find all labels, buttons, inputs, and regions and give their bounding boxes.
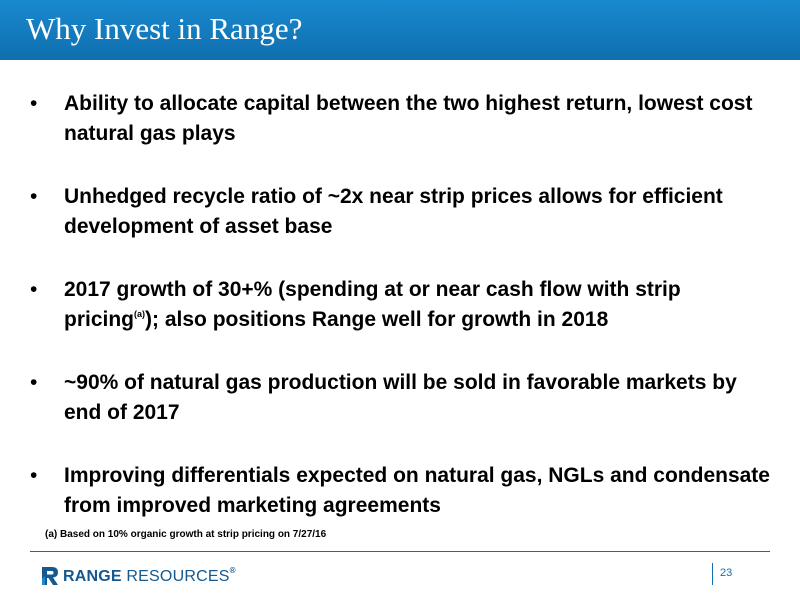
page-number: 23 <box>720 567 733 579</box>
bullet-item: • 2017 growth of 30+% (spending at or ne… <box>0 275 800 368</box>
logo-word-range: RANGE <box>63 568 122 585</box>
bullet-text: Improving differentials expected on natu… <box>64 464 770 517</box>
logo-wordmark: RANGE RESOURCES® <box>63 566 236 586</box>
bullet-marker: • <box>30 185 38 208</box>
range-r-logo-icon <box>40 566 60 586</box>
bullet-marker: • <box>30 278 38 301</box>
bullet-text-part: ); also positions Range well for growth … <box>145 308 609 331</box>
bullet-marker: • <box>30 92 38 115</box>
registered-mark: ® <box>229 566 236 575</box>
company-logo: RANGE RESOURCES® <box>40 565 236 587</box>
bullet-text-part: 2017 growth of 30+% (spending at or near… <box>64 278 681 331</box>
bullet-text: Unhedged recycle ratio of ~2x near strip… <box>64 185 723 238</box>
bullet-item: • Improving differentials expected on na… <box>0 461 800 554</box>
footnote: (a) Based on 10% organic growth at strip… <box>45 529 327 540</box>
bullet-item: • ~90% of natural gas production will be… <box>0 368 800 461</box>
footer-divider <box>30 551 770 552</box>
bullet-list: • Ability to allocate capital between th… <box>0 89 800 554</box>
bullet-text: Ability to allocate capital between the … <box>64 92 753 145</box>
slide-title: Why Invest in Range? <box>26 11 303 46</box>
bullet-text: 2017 growth of 30+% (spending at or near… <box>64 275 779 335</box>
bullet-text: ~90% of natural gas production will be s… <box>64 371 737 424</box>
footnote-ref-superscript: (a) <box>134 309 146 319</box>
bullet-item: • Ability to allocate capital between th… <box>0 89 800 182</box>
page-number-divider <box>712 563 713 585</box>
bullet-marker: • <box>30 464 38 487</box>
bullet-item: • Unhedged recycle ratio of ~2x near str… <box>0 182 800 275</box>
bullet-marker: • <box>30 371 38 394</box>
logo-word-resources: RESOURCES <box>121 568 230 585</box>
title-bar: Why Invest in Range? <box>0 0 800 60</box>
